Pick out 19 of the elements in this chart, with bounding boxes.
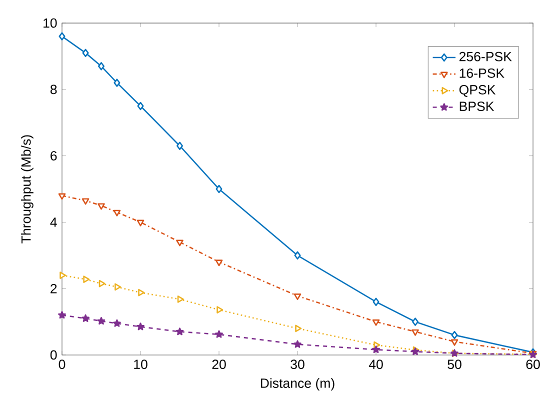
- x-tick-label: 20: [212, 360, 226, 370]
- x-axis-title: Distance (m): [260, 378, 334, 391]
- y-tick-label: 4: [50, 218, 57, 227]
- legend-label: BPSK: [460, 102, 494, 112]
- y-tick-label: 2: [50, 284, 57, 294]
- y-axis-title: Throughput (Mb/s): [21, 135, 34, 244]
- x-tick-label: 50: [448, 360, 462, 370]
- y-tick-label: 0: [50, 350, 57, 360]
- x-tick-label: 60: [526, 360, 540, 370]
- legend-label: 256-PSK: [459, 52, 512, 62]
- y-tick-label: 6: [50, 151, 57, 161]
- x-tick-label: 0: [58, 360, 66, 370]
- y-tick-label: 10: [44, 18, 57, 28]
- x-tick-label: 10: [134, 360, 148, 370]
- x-tick-label: 30: [290, 360, 304, 370]
- y-tick-label: 8: [50, 84, 57, 94]
- legend-label: 16-PSK: [460, 68, 504, 78]
- x-tick-label: 40: [368, 360, 383, 370]
- legend-label: QPSK: [459, 85, 496, 97]
